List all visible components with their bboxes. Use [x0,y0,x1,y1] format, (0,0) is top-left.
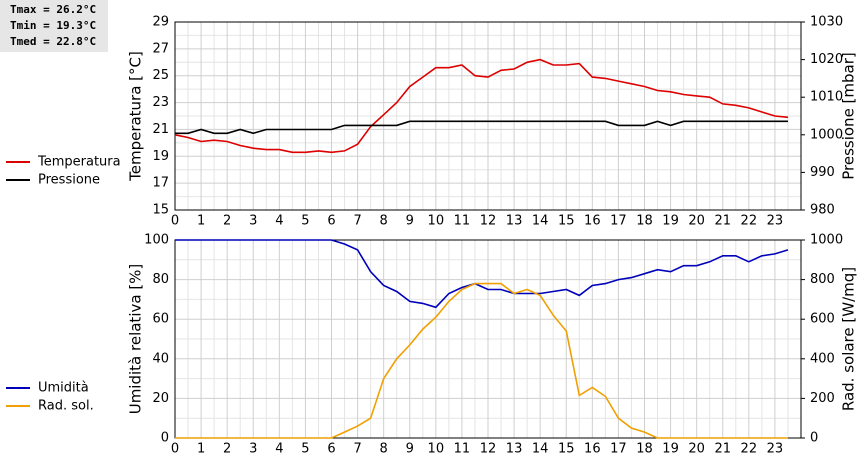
x-tick-label: 2 [223,442,231,457]
x-tick-label: 7 [353,442,361,457]
y-tick-label: 15 [152,203,169,218]
x-tick-label: 15 [558,442,575,457]
y-tick-label: 29 [152,15,169,30]
x-tick-label: 13 [506,214,523,229]
plot-frame [174,21,802,211]
x-tick-label: 5 [301,214,309,229]
y-tick-label: 17 [152,176,169,191]
summary-line: Tmin = 19.3°C [10,19,96,32]
data-line [175,120,788,135]
x-tick-label: 8 [380,214,388,229]
y-axis-label: Umidità relativa [%] [127,264,145,415]
x-tick-label: 22 [741,214,758,229]
x-tick-label: 7 [353,214,361,229]
x-tick-label: 1 [197,214,205,229]
y-tick-label: 40 [152,351,169,366]
y-tick-label: 21 [152,122,169,137]
y-tick-label: 23 [152,95,169,110]
y2-tick-label: 0 [810,431,818,446]
y2-axis-label: Pressione [mbar] [840,52,858,180]
x-tick-label: 21 [714,442,731,457]
data-line [174,58,789,154]
y-tick-label: 80 [152,272,169,287]
y-tick-label: 20 [152,391,169,406]
x-tick-label: 10 [428,442,445,457]
x-tick-label: 12 [480,442,497,457]
y-tick-label: 25 [152,68,169,83]
summary-line: Tmax = 26.2°C [10,3,96,16]
y2-tick-label: 1030 [810,15,843,30]
x-tick-label: 15 [558,214,575,229]
x-tick-label: 3 [249,214,257,229]
x-tick-label: 19 [662,442,679,457]
y2-tick-label: 600 [810,312,835,327]
plot-frame [174,239,802,439]
x-tick-label: 21 [714,214,731,229]
y-tick-label: 100 [144,233,169,248]
x-tick-label: 22 [741,442,758,457]
x-tick-label: 9 [406,214,414,229]
legend-label: Rad. sol. [38,399,94,414]
x-tick-label: 2 [223,214,231,229]
x-tick-label: 20 [688,214,705,229]
x-tick-label: 23 [767,442,784,457]
x-tick-label: 5 [301,442,309,457]
y2-tick-label: 980 [810,203,835,218]
y-tick-label: 0 [161,431,169,446]
x-tick-label: 4 [275,442,283,457]
x-tick-label: 19 [662,214,679,229]
x-tick-label: 17 [610,214,627,229]
y2-tick-label: 1000 [810,233,843,248]
x-tick-label: 4 [275,214,283,229]
legend-label: Temperatura [37,155,121,170]
y2-axis-label: Rad. solare [W/mq] [840,267,858,411]
x-tick-label: 8 [380,442,388,457]
x-tick-label: 14 [532,214,549,229]
x-tick-label: 14 [532,442,549,457]
y2-tick-label: 1010 [810,90,843,105]
x-tick-label: 18 [636,442,653,457]
legend-label: Umidità [38,381,89,396]
x-tick-label: 3 [249,442,257,457]
data-line [175,239,789,309]
y-tick-label: 60 [152,312,169,327]
x-tick-label: 18 [636,214,653,229]
x-tick-label: 16 [584,442,601,457]
y-tick-label: 27 [152,41,169,56]
x-tick-label: 0 [171,214,179,229]
y2-tick-label: 200 [810,391,835,406]
x-tick-label: 12 [480,214,497,229]
x-tick-label: 6 [327,442,335,457]
y-axis-label: Temperatura [°C] [127,51,145,182]
x-tick-label: 9 [406,442,414,457]
summary-box [0,0,108,52]
summary-line: Tmed = 22.8°C [10,35,96,48]
y-tick-label: 19 [152,149,169,164]
y2-tick-label: 1020 [810,52,843,67]
x-tick-label: 11 [454,214,471,229]
x-tick-label: 1 [197,442,205,457]
y2-tick-label: 400 [810,351,835,366]
x-tick-label: 6 [327,214,335,229]
y2-tick-label: 990 [810,165,835,180]
x-tick-label: 10 [428,214,445,229]
x-tick-label: 13 [506,442,523,457]
x-tick-label: 20 [688,442,705,457]
x-tick-label: 17 [610,442,627,457]
x-tick-label: 16 [584,214,601,229]
x-tick-label: 11 [454,442,471,457]
y2-tick-label: 800 [810,272,835,287]
data-line [175,282,788,439]
y2-tick-label: 1000 [810,127,843,142]
x-tick-label: 23 [767,214,784,229]
legend-label: Pressione [38,173,100,188]
x-tick-label: 0 [171,442,179,457]
